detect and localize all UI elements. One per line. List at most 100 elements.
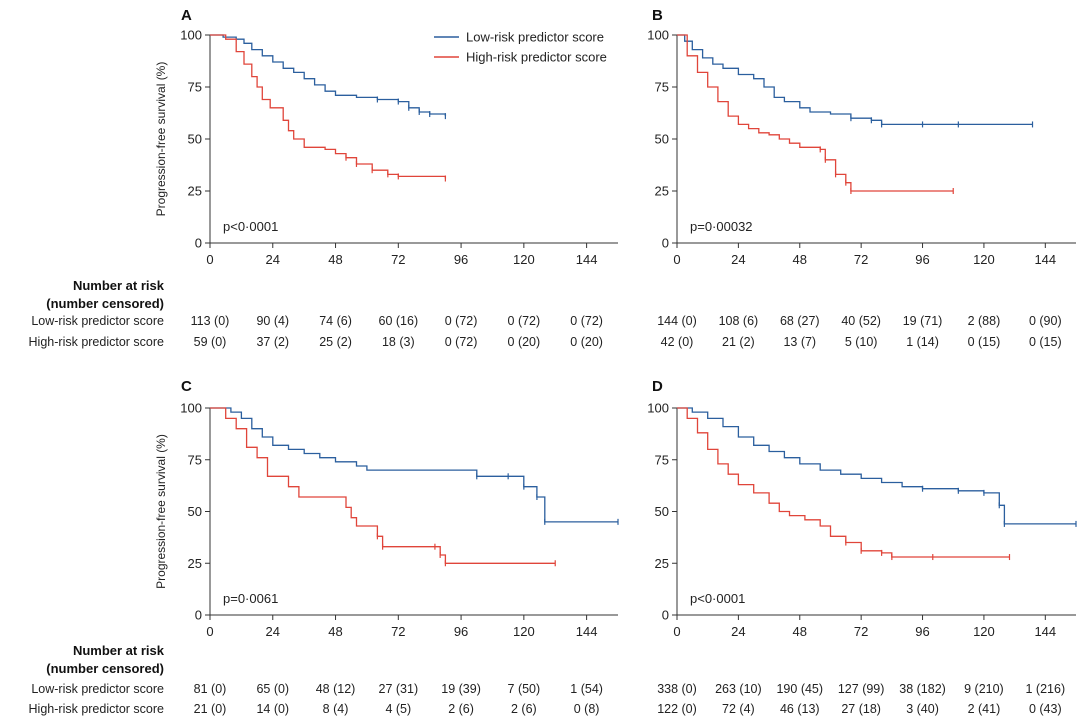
risk-cell: 0 (15)	[968, 335, 1001, 349]
series-line-high-risk	[677, 407, 1010, 558]
risk-cell: 0 (72)	[445, 314, 478, 328]
risk-cell: 42 (0)	[661, 335, 694, 349]
y-tick-label: 25	[188, 184, 202, 199]
risk-cell: 37 (2)	[256, 335, 289, 349]
risk-cell: 2 (41)	[968, 702, 1001, 716]
y-axis-title: Progression-free survival (%)	[154, 62, 168, 217]
risk-cell: 0 (20)	[508, 335, 541, 349]
panel-a: A 0 25 50 75 100 0 24 48 72 96 120 144 Progression-fr…	[29, 7, 618, 349]
risk-cell: 9 (210)	[964, 682, 1004, 696]
risk-cell: 0 (90)	[1029, 314, 1062, 328]
risk-cell: 72 (4)	[722, 702, 755, 716]
x-tick-label: 144	[1034, 624, 1056, 639]
x-tick-label: 48	[793, 624, 807, 639]
x-tick-label: 120	[513, 624, 535, 639]
risk-cell: 14 (0)	[256, 702, 289, 716]
x-tick-label: 72	[391, 252, 405, 267]
series-line-low-risk	[677, 34, 1033, 126]
risk-cell: 3 (40)	[906, 702, 939, 716]
risk-cell: 38 (182)	[899, 682, 946, 696]
x-tick-label: 120	[513, 252, 535, 267]
risk-cell: 144 (0)	[657, 314, 697, 328]
risk-row-label: High-risk predictor score	[29, 702, 165, 716]
risk-cell: 1 (54)	[570, 682, 603, 696]
risk-cell: 2 (6)	[448, 702, 474, 716]
series-line-low-risk	[210, 34, 447, 117]
risk-cell: 65 (0)	[256, 682, 289, 696]
risk-cell: 21 (0)	[194, 702, 227, 716]
x-tick-label: 0	[673, 252, 680, 267]
x-tick-label: 48	[328, 624, 342, 639]
risk-cell: 263 (10)	[715, 682, 762, 696]
x-tick-label: 48	[793, 252, 807, 267]
p-value: p=0·00032	[690, 219, 753, 234]
risk-row-label: Low-risk predictor score	[31, 314, 164, 328]
risk-cell: 46 (13)	[780, 702, 820, 716]
series-line-low-risk	[210, 407, 618, 523]
y-tick-label: 75	[188, 80, 202, 95]
panel-d: D 0 25 50 75 100 0 24 48 72 96 120 144 p<0·0001 338 (0…	[647, 378, 1077, 716]
x-tick-label: 24	[266, 252, 280, 267]
x-tick-label: 96	[454, 252, 468, 267]
risk-cell: 8 (4)	[323, 702, 349, 716]
risk-cell: 1 (216)	[1026, 682, 1066, 696]
x-tick-label: 72	[391, 624, 405, 639]
risk-cell: 2 (88)	[968, 314, 1001, 328]
series-line-high-risk	[677, 34, 954, 192]
x-tick-label: 96	[915, 252, 929, 267]
p-value: p<0·0001	[690, 591, 745, 606]
p-value: p<0·0001	[223, 219, 278, 234]
y-tick-label: 50	[655, 132, 669, 147]
risk-table-heading: Number at risk	[73, 643, 165, 658]
risk-cell: 1 (14)	[906, 335, 939, 349]
risk-cell: 190 (45)	[776, 682, 823, 696]
x-tick-label: 24	[731, 624, 745, 639]
y-tick-label: 0	[195, 608, 202, 623]
y-axis-title: Progression-free survival (%)	[154, 434, 168, 589]
risk-cell: 7 (50)	[508, 682, 541, 696]
x-tick-label: 24	[731, 252, 745, 267]
y-tick-label: 100	[180, 401, 202, 416]
y-tick-label: 0	[662, 608, 669, 623]
risk-cell: 59 (0)	[194, 335, 227, 349]
risk-table-subheading: (number censored)	[46, 661, 164, 676]
p-value: p=0·0061	[223, 591, 278, 606]
y-tick-label: 50	[188, 132, 202, 147]
risk-row-label: High-risk predictor score	[29, 335, 165, 349]
x-tick-label: 120	[973, 624, 995, 639]
panel-letter: D	[652, 378, 663, 395]
panel-c: C 0 25 50 75 100 0 24 48 72 96 120 144 Progression-fr…	[29, 378, 619, 716]
risk-cell: 68 (27)	[780, 314, 820, 328]
y-tick-label: 0	[662, 236, 669, 251]
risk-cell: 40 (52)	[841, 314, 881, 328]
y-tick-label: 25	[655, 184, 669, 199]
risk-cell: 0 (15)	[1029, 335, 1062, 349]
x-tick-label: 0	[673, 624, 680, 639]
risk-cell: 0 (72)	[508, 314, 541, 328]
risk-table-subheading: (number censored)	[46, 296, 164, 311]
risk-cell: 74 (6)	[319, 314, 352, 328]
risk-cell: 27 (31)	[379, 682, 419, 696]
x-tick-label: 120	[973, 252, 995, 267]
y-tick-label: 75	[188, 452, 202, 467]
risk-cell: 0 (8)	[574, 702, 600, 716]
x-tick-label: 72	[854, 252, 868, 267]
risk-cell: 81 (0)	[194, 682, 227, 696]
y-tick-label: 75	[655, 452, 669, 467]
risk-cell: 48 (12)	[316, 682, 356, 696]
risk-cell: 122 (0)	[657, 702, 697, 716]
risk-cell: 60 (16)	[379, 314, 419, 328]
x-tick-label: 0	[206, 252, 213, 267]
risk-cell: 90 (4)	[256, 314, 289, 328]
x-tick-label: 144	[1034, 252, 1056, 267]
risk-cell: 338 (0)	[657, 682, 697, 696]
risk-cell: 127 (99)	[838, 682, 885, 696]
risk-cell: 0 (72)	[445, 335, 478, 349]
risk-cell: 108 (6)	[719, 314, 759, 328]
y-tick-label: 50	[655, 504, 669, 519]
risk-cell: 0 (43)	[1029, 702, 1062, 716]
risk-row-label: Low-risk predictor score	[31, 682, 164, 696]
x-tick-label: 48	[328, 252, 342, 267]
y-tick-label: 25	[188, 556, 202, 571]
y-tick-label: 100	[647, 401, 669, 416]
